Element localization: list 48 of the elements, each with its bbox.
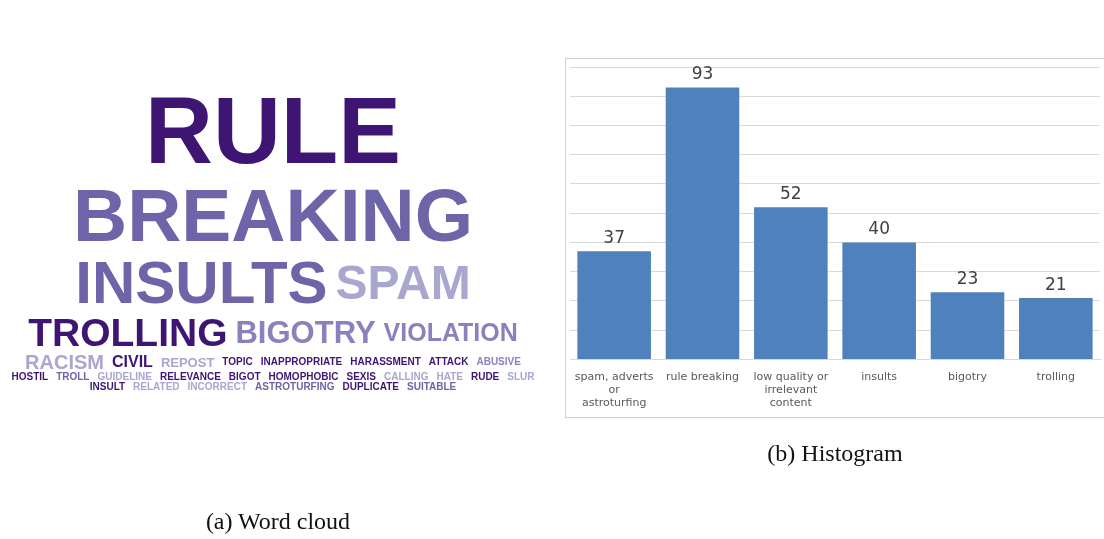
- category-label: CIVIL: [112, 353, 153, 370]
- category-label: BIGOTRY: [235, 315, 376, 350]
- category-label: SEXIS: [346, 371, 376, 382]
- text: (b) Histogram: [766, 440, 904, 467]
- category-label: GUIDELINE: [97, 371, 152, 382]
- text: (a) Word cloud: [204, 508, 352, 535]
- category-label: RUDE: [470, 371, 500, 382]
- x-tick-label: spam, adverts or astroturfing: [574, 369, 654, 410]
- bar: [842, 242, 916, 359]
- category-label: HARASSMENT: [350, 356, 421, 367]
- x-tick-label: rule breaking: [666, 369, 739, 383]
- data-label: 21: [1045, 273, 1067, 294]
- category-label: SPAM: [335, 256, 471, 309]
- data-label: 40: [868, 218, 890, 239]
- category-label: SUITABLE: [406, 381, 457, 392]
- category-label: REPOST: [160, 354, 215, 370]
- data-label: 52: [780, 183, 802, 204]
- category-label: INSULT: [89, 381, 126, 392]
- category-label: ASTROTURFING: [255, 381, 335, 392]
- category-label: RACISM: [25, 351, 104, 373]
- x-tick-label: insults: [861, 369, 898, 383]
- bar: [577, 251, 651, 359]
- category-label: TOPIC: [222, 356, 253, 367]
- category-label: HOMOPHOBIC: [268, 371, 339, 382]
- category-label: RELATED: [133, 381, 180, 392]
- x-tick-label: trolling: [1036, 369, 1076, 383]
- bar: [930, 292, 1005, 359]
- data-label: 37: [603, 227, 625, 248]
- category-label: INCORRECT: [187, 381, 248, 392]
- bar: [754, 207, 828, 359]
- category-label: BIGOT: [228, 371, 261, 382]
- bar: [1019, 298, 1093, 359]
- category-label: DUPLICATE: [342, 381, 399, 392]
- data-label: 23: [956, 268, 979, 289]
- category-label: ABUSIVE: [476, 356, 521, 367]
- data-label: 93: [691, 63, 714, 84]
- category-label: HOSTIL: [11, 371, 49, 382]
- category-label: RELEVANCE: [159, 371, 221, 382]
- bar: [665, 87, 740, 359]
- category-label: INAPPROPRIATE: [260, 356, 343, 367]
- category-label: SLUR: [507, 371, 535, 382]
- category-label: ATTACK: [428, 356, 469, 367]
- category-label: HATE: [436, 371, 463, 382]
- category-label: VIOLATION: [383, 318, 518, 346]
- x-tick-label: low quality or irrelevant content: [753, 369, 829, 410]
- x-tick-label: bigotry: [947, 369, 988, 383]
- category-label: CALLING: [384, 371, 429, 382]
- category-label: TROLL: [56, 371, 90, 382]
